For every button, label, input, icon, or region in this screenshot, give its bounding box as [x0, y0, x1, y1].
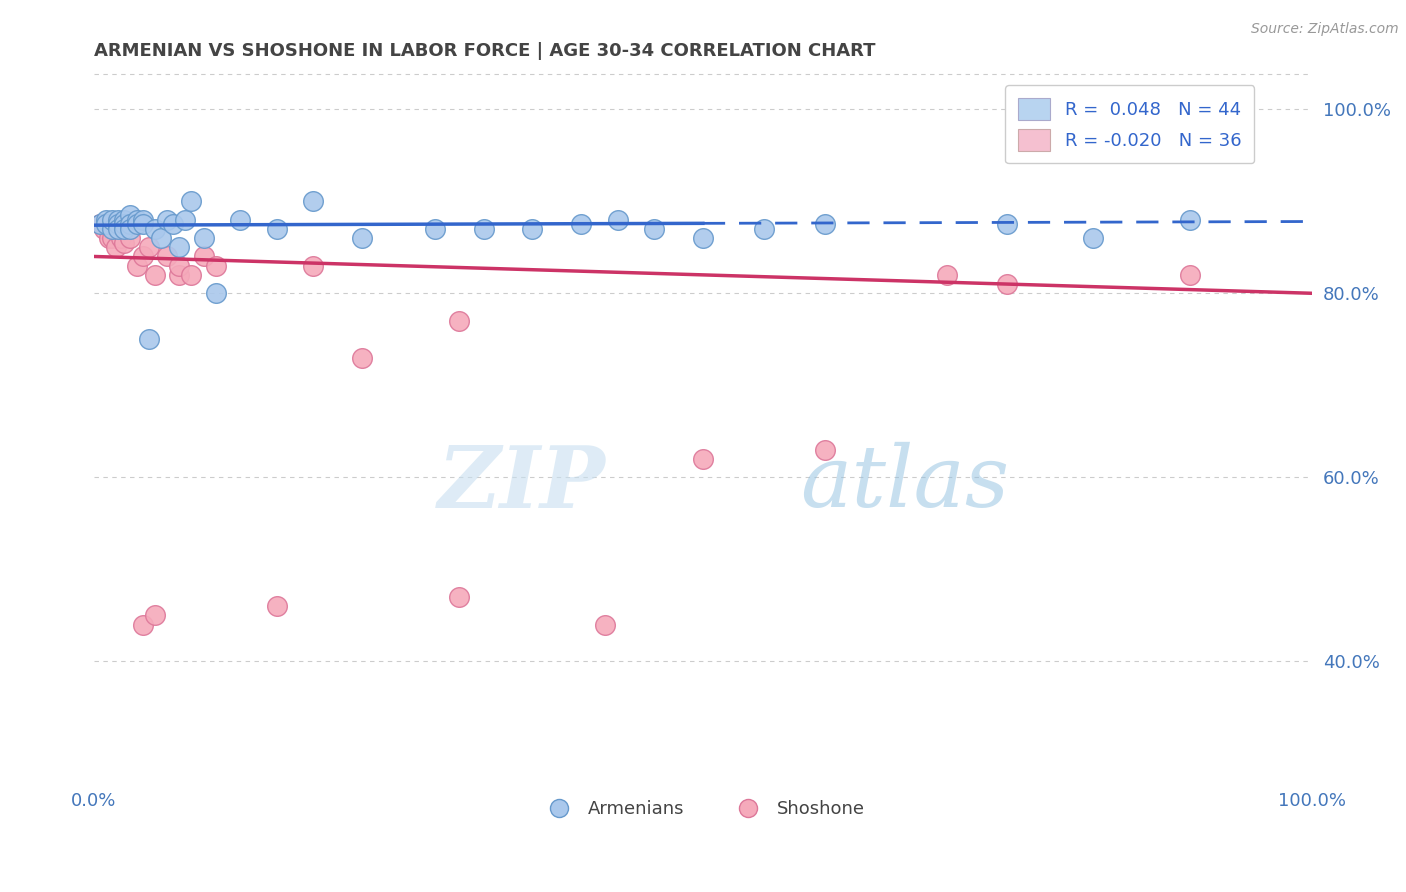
Point: [94, 212, 117, 227]
Point: [449, 590, 471, 604]
Point: [1178, 268, 1201, 282]
Point: [120, 231, 142, 245]
Point: [131, 217, 153, 231]
Point: [266, 222, 288, 236]
Point: [935, 268, 957, 282]
Text: atlas: atlas: [800, 442, 1010, 524]
Point: [120, 217, 142, 231]
Point: [204, 259, 226, 273]
Point: [101, 217, 124, 231]
Point: [131, 212, 153, 227]
Point: [167, 268, 190, 282]
Point: [138, 240, 160, 254]
Point: [101, 212, 124, 227]
Point: [995, 277, 1018, 291]
Point: [97, 231, 120, 245]
Point: [107, 222, 129, 236]
Point: [752, 222, 775, 236]
Point: [120, 222, 142, 236]
Point: [162, 217, 184, 231]
Point: [449, 314, 471, 328]
Point: [89, 217, 111, 231]
Point: [350, 231, 373, 245]
Point: [112, 217, 135, 231]
Point: [101, 222, 124, 236]
Point: [94, 217, 117, 231]
Point: [229, 212, 252, 227]
Point: [814, 442, 837, 457]
Text: ARMENIAN VS SHOSHONE IN LABOR FORCE | AGE 30-34 CORRELATION CHART: ARMENIAN VS SHOSHONE IN LABOR FORCE | AG…: [94, 42, 876, 60]
Point: [149, 231, 172, 245]
Point: [814, 217, 837, 231]
Point: [93, 222, 115, 236]
Point: [606, 212, 628, 227]
Point: [112, 212, 135, 227]
Point: [595, 617, 617, 632]
Text: ZIP: ZIP: [437, 442, 606, 525]
Point: [266, 599, 288, 614]
Point: [107, 217, 129, 231]
Point: [692, 231, 714, 245]
Point: [125, 259, 148, 273]
Point: [180, 268, 202, 282]
Point: [110, 231, 132, 245]
Point: [522, 222, 544, 236]
Point: [193, 231, 215, 245]
Point: [350, 351, 373, 365]
Point: [156, 212, 179, 227]
Point: [112, 235, 135, 250]
Point: [167, 259, 190, 273]
Point: [156, 250, 179, 264]
Point: [472, 222, 495, 236]
Point: [1178, 212, 1201, 227]
Point: [131, 250, 153, 264]
Point: [143, 222, 166, 236]
Point: [302, 194, 325, 209]
Point: [193, 250, 215, 264]
Point: [1081, 231, 1104, 245]
Point: [643, 222, 665, 236]
Point: [101, 231, 124, 245]
Point: [89, 217, 111, 231]
Point: [120, 208, 142, 222]
Point: [204, 286, 226, 301]
Text: Source: ZipAtlas.com: Source: ZipAtlas.com: [1251, 22, 1399, 37]
Point: [995, 217, 1018, 231]
Point: [120, 217, 142, 231]
Point: [138, 332, 160, 346]
Point: [112, 222, 135, 236]
Point: [167, 240, 190, 254]
Point: [107, 222, 129, 236]
Legend: Armenians, Shoshone: Armenians, Shoshone: [534, 793, 872, 825]
Point: [94, 217, 117, 231]
Point: [423, 222, 446, 236]
Point: [112, 222, 135, 236]
Point: [569, 217, 592, 231]
Point: [692, 451, 714, 466]
Point: [131, 617, 153, 632]
Point: [143, 268, 166, 282]
Point: [125, 212, 148, 227]
Point: [143, 608, 166, 623]
Point: [174, 212, 197, 227]
Point: [180, 194, 202, 209]
Point: [104, 240, 127, 254]
Point: [125, 217, 148, 231]
Point: [302, 259, 325, 273]
Point: [107, 212, 129, 227]
